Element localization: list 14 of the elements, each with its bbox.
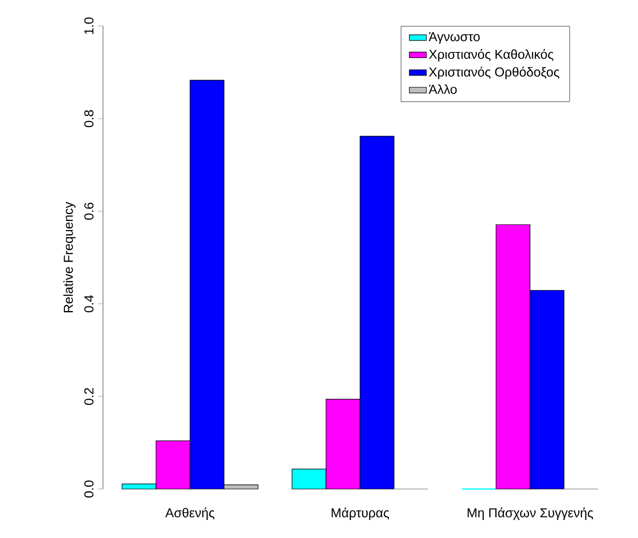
y-axis-title: Relative Frequency <box>63 202 76 312</box>
x-tick-label: Ασθενής <box>165 508 214 520</box>
legend-label: Άγνωστο <box>428 32 480 44</box>
y-tick-label: 1.0 <box>84 17 94 34</box>
y-tick-label: 0.4 <box>84 295 94 312</box>
legend-label: Χριστιανός Καθολικός <box>428 49 554 62</box>
x-tick-label: Μάρτυρας <box>332 508 390 520</box>
legend-label: Χριστιανός Ορθόδοξος <box>428 66 560 80</box>
y-tick-label: 0.2 <box>84 388 94 405</box>
y-tick-label: 0.8 <box>84 110 94 128</box>
y-tick-label: 0.6 <box>84 202 94 220</box>
x-tick-label: Μη Πάσχων Συγγενής <box>468 508 594 520</box>
y-tick-label: 0.0 <box>84 480 94 498</box>
legend-label: Άλλο <box>428 84 457 94</box>
